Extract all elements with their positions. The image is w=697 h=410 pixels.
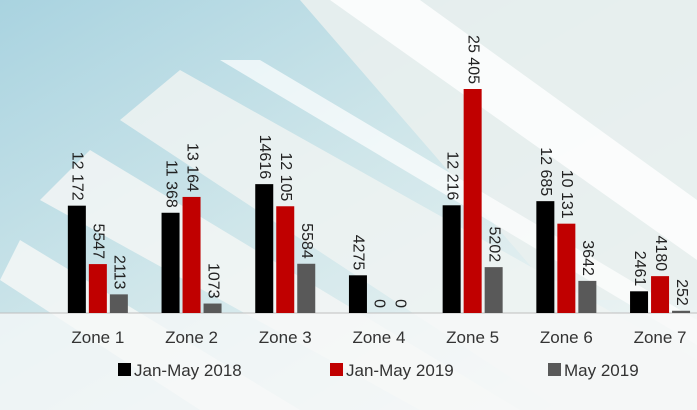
value-label: 0: [392, 299, 409, 308]
value-label: 12 685: [537, 147, 554, 196]
x-tick-label: Zone 7: [634, 328, 687, 347]
value-label: 1073: [204, 263, 221, 299]
bar: [109, 294, 128, 313]
value-label: 5584: [298, 223, 315, 259]
x-tick-label: Zone 4: [352, 328, 405, 347]
value-label: 4180: [652, 236, 669, 272]
legend-swatch: [330, 363, 343, 376]
value-label: 4275: [350, 235, 367, 271]
bar: [672, 310, 691, 313]
value-label: 5547: [90, 223, 107, 259]
value-label: 252: [673, 279, 690, 306]
value-label: 25 405: [464, 35, 481, 84]
bar: [630, 291, 649, 313]
legend-label: Jan-May 2019: [346, 361, 454, 380]
value-label: 2461: [631, 251, 648, 287]
bar: [536, 201, 555, 313]
legend-swatch: [118, 363, 131, 376]
value-label: 5202: [485, 227, 502, 263]
value-label: 14616: [256, 135, 273, 180]
x-tick-label: Zone 1: [71, 328, 124, 347]
bar: [348, 275, 367, 313]
bar: [578, 280, 597, 313]
bar: [276, 206, 295, 313]
value-label: 12 105: [277, 152, 294, 201]
bar: [161, 212, 180, 313]
legend-label: Jan-May 2018: [134, 361, 242, 380]
x-tick-label: Zone 3: [259, 328, 312, 347]
bar: [297, 263, 316, 313]
bar: [484, 267, 503, 313]
value-label: 12 216: [443, 151, 460, 200]
bar: [442, 205, 461, 313]
bar: [651, 276, 670, 313]
bar: [182, 196, 201, 313]
value-label: 13 164: [183, 143, 200, 192]
x-tick-label: Zone 6: [540, 328, 593, 347]
value-label: 12 172: [69, 152, 86, 201]
bar: [67, 205, 86, 313]
x-tick-label: Zone 2: [165, 328, 218, 347]
value-label: 11 368: [162, 160, 179, 208]
value-label: 2113: [111, 255, 128, 290]
bar: [463, 89, 482, 313]
bar: [203, 303, 222, 313]
legend-swatch: [548, 363, 561, 376]
bar: [255, 184, 274, 313]
bar: [88, 264, 107, 313]
value-label: 3642: [579, 240, 596, 276]
value-label: 10 131: [558, 170, 575, 219]
legend-label: May 2019: [564, 361, 639, 380]
value-label: 0: [371, 299, 388, 308]
x-tick-label: Zone 5: [446, 328, 499, 347]
bar: [557, 223, 576, 313]
